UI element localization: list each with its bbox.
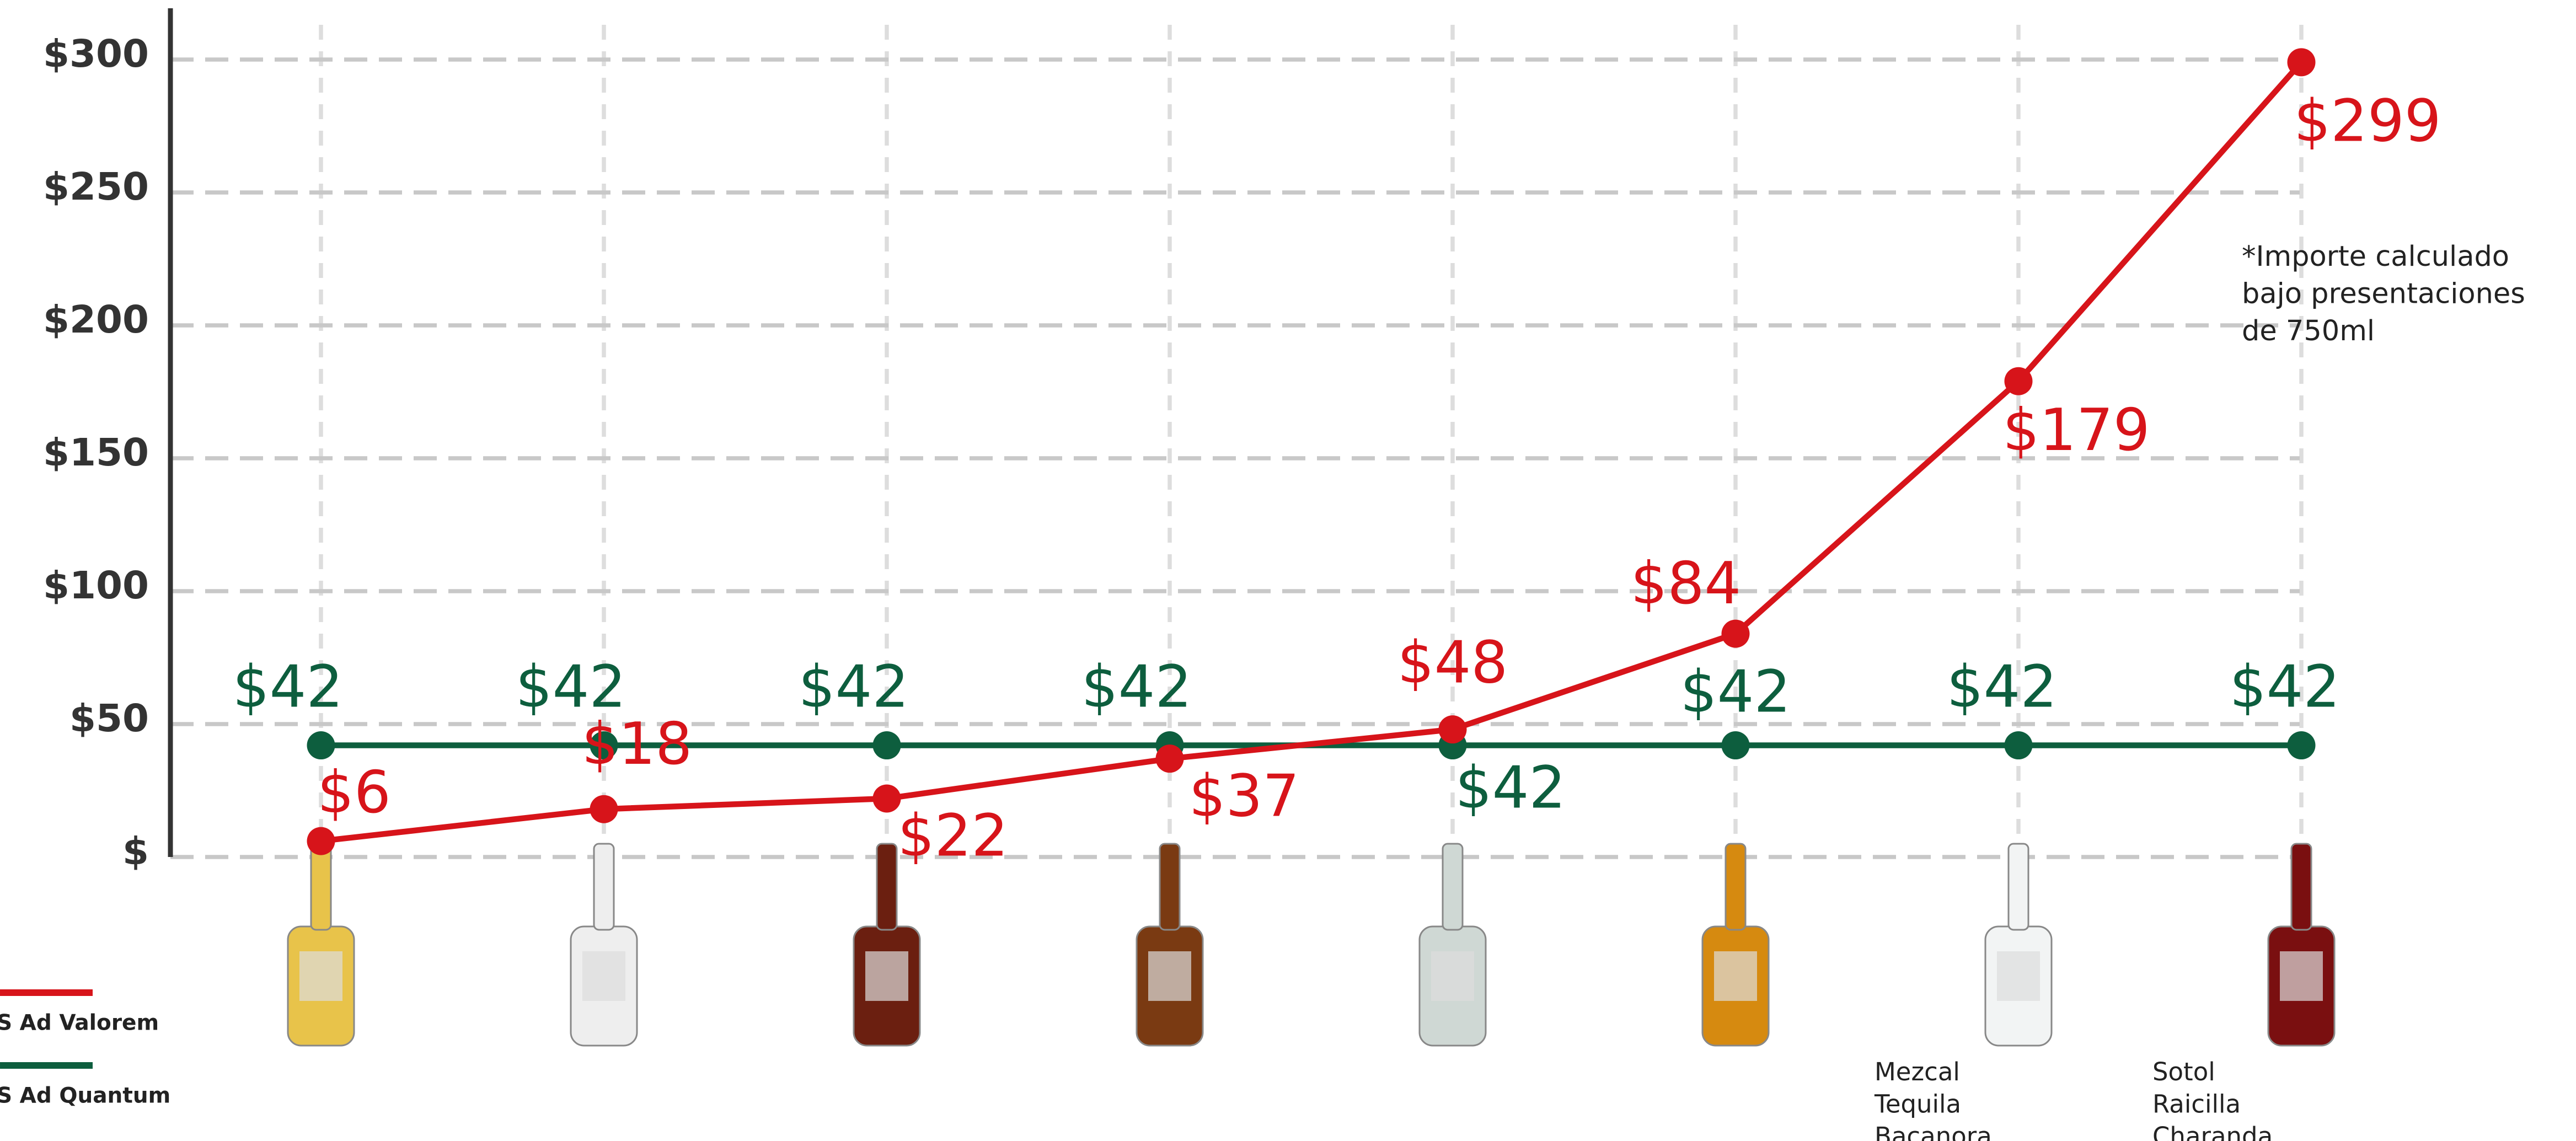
bottle-neck — [2290, 843, 2312, 931]
data-label: $37 — [1189, 762, 1299, 829]
category-label: Mezcal — [1875, 1057, 1960, 1086]
bottle-neck — [2007, 843, 2029, 931]
data-point — [1721, 619, 1750, 648]
category-label: Charanda — [2152, 1122, 2273, 1141]
data-point — [2287, 48, 2316, 77]
data-label: $42 — [799, 653, 909, 720]
y-tick-label: $50 — [69, 697, 149, 741]
data-label: $18 — [582, 710, 692, 778]
y-tick-label: $200 — [43, 298, 149, 342]
data-label: $42 — [1680, 658, 1791, 725]
y-tick-label: $150 — [43, 431, 149, 475]
annotation: bajo presentaciones — [2242, 277, 2525, 310]
data-label: $179 — [2002, 397, 2150, 464]
annotation: de 750ml — [2242, 315, 2375, 347]
data-point — [590, 731, 618, 760]
bottle-neck — [876, 843, 898, 931]
bottle-label — [865, 951, 909, 1001]
bottle-neck — [310, 843, 332, 931]
category-label: Raicilla — [2152, 1089, 2241, 1118]
category-label: Bacanora — [1875, 1122, 1992, 1141]
category-label: Sotol — [2152, 1057, 2215, 1086]
bottle-label — [299, 951, 343, 1001]
data-point — [872, 784, 901, 813]
data-point — [307, 731, 335, 760]
bottle — [1984, 843, 2053, 1047]
bottle-label — [582, 951, 626, 1001]
data-label: $299 — [2294, 88, 2441, 155]
bottle — [287, 843, 355, 1047]
y-tick-label: $250 — [43, 165, 149, 209]
data-label: $42 — [1081, 653, 1192, 720]
bottle-label — [1996, 951, 2040, 1001]
bottle-label — [1148, 951, 1192, 1001]
bottle — [1418, 843, 1487, 1047]
bottle — [570, 843, 638, 1047]
bottle-neck — [1442, 843, 1464, 931]
bottle-neck — [1725, 843, 1747, 931]
data-label: $22 — [898, 802, 1008, 870]
bottle — [853, 843, 921, 1047]
data-point — [872, 731, 901, 760]
bottle-label — [1431, 951, 1474, 1001]
data-label: $42 — [516, 653, 626, 720]
data-point — [1155, 744, 1184, 773]
data-point — [1721, 731, 1750, 760]
data-point — [2287, 731, 2316, 760]
category-label: Tequila — [1874, 1089, 1961, 1118]
bottle — [1701, 843, 1770, 1047]
bottle-label — [2279, 951, 2323, 1001]
data-label: $48 — [1397, 629, 1508, 696]
data-label: $42 — [2230, 653, 2340, 720]
data-label: $84 — [1631, 550, 1741, 617]
y-tick-label: $ — [122, 829, 149, 874]
bottle-label — [1713, 951, 1757, 1001]
data-point — [1438, 715, 1467, 744]
y-tick-label: $300 — [43, 32, 149, 76]
data-point — [2004, 367, 2033, 395]
data-point — [307, 827, 335, 855]
data-label: $6 — [317, 759, 391, 826]
data-label: $42 — [233, 653, 343, 720]
legend-label: S Ad Quantum — [0, 1083, 170, 1108]
annotation: *Importe calculado — [2242, 240, 2509, 273]
data-point — [2004, 731, 2033, 760]
legend-label: S Ad Valorem — [0, 1010, 159, 1035]
data-label: $42 — [1455, 754, 1566, 821]
data-point — [590, 795, 618, 823]
bottle — [2267, 843, 2336, 1047]
data-label: $42 — [1947, 653, 2057, 720]
y-tick-label: $100 — [43, 564, 149, 608]
bottle-neck — [593, 843, 615, 931]
series-line — [320, 60, 2304, 844]
bottle — [1136, 843, 1204, 1047]
bottle-neck — [1159, 843, 1181, 931]
